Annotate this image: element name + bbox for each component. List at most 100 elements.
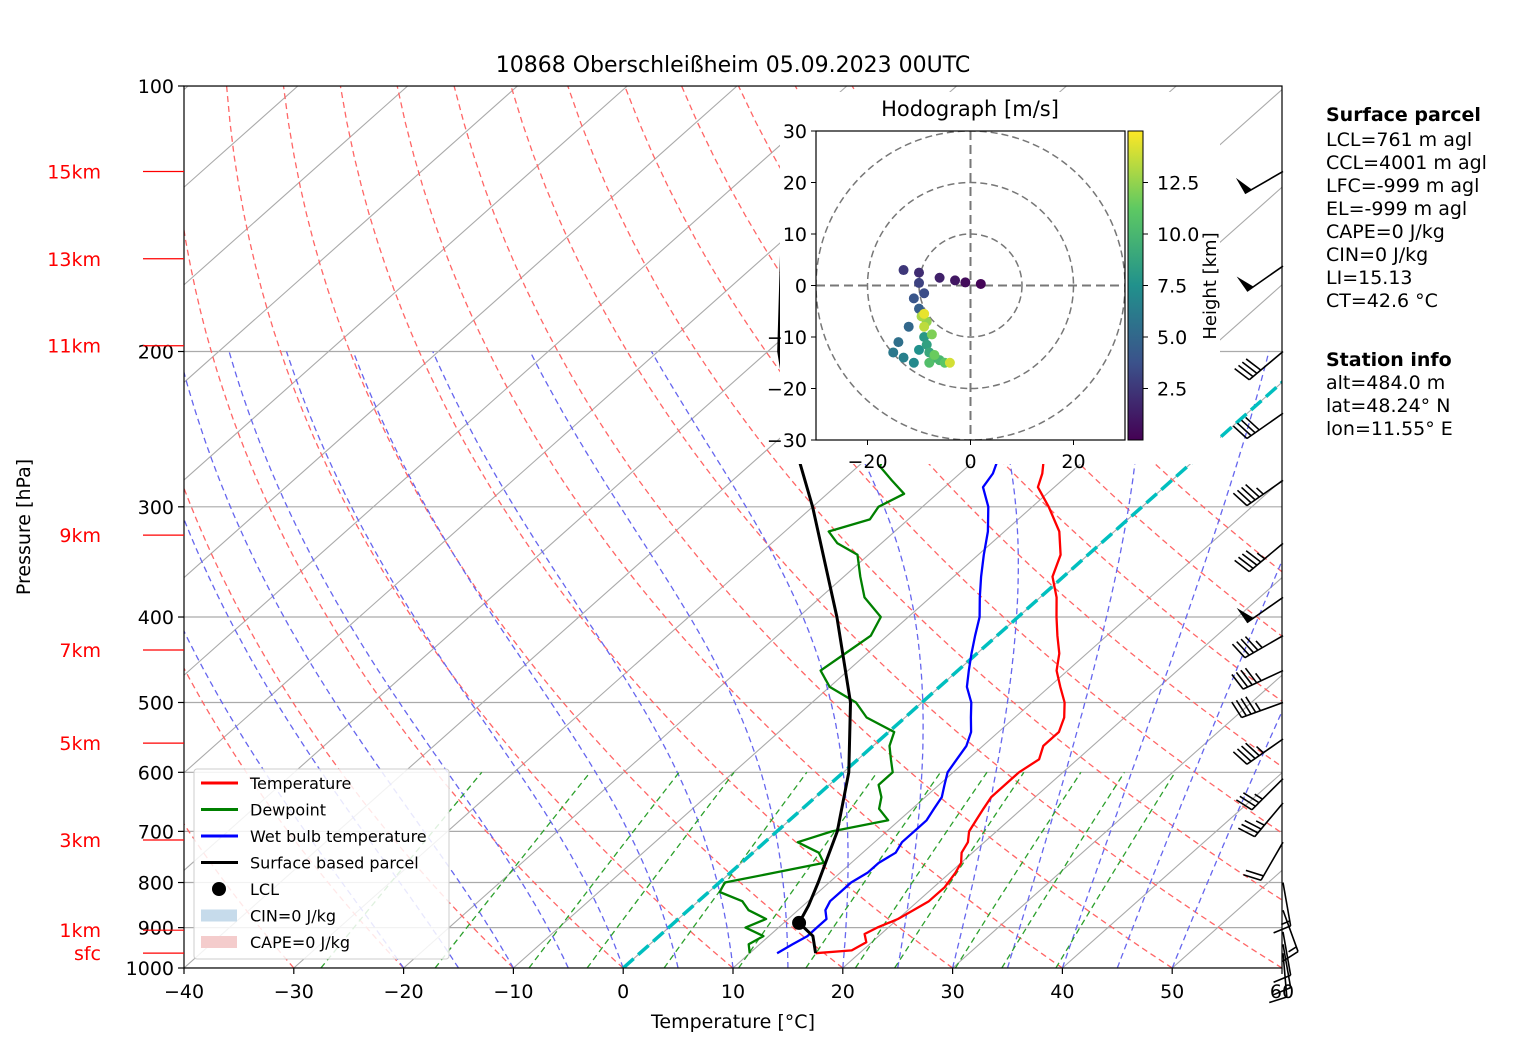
hodograph-title: Hodograph [m/s] — [881, 97, 1059, 121]
x-tick-label: 50 — [1160, 981, 1184, 1003]
legend-label: Surface based parcel — [250, 854, 419, 873]
mixing-ratio-line — [528, 771, 680, 968]
mixing-ratio-line — [586, 771, 735, 968]
mixing-ratio-line — [738, 771, 878, 968]
legend-label: Temperature — [249, 774, 351, 793]
y-tick-label: 900 — [138, 918, 174, 940]
mixing-ratio-line — [1055, 771, 1176, 968]
moist-adiabat — [352, 351, 679, 968]
hodograph-y-tick-label: 20 — [783, 173, 807, 195]
isotherm — [184, 86, 518, 384]
wind-barb — [1231, 635, 1284, 659]
dry-adiabat — [453, 86, 1173, 968]
surface-parcel-line: CIN=0 J/kg — [1326, 244, 1428, 266]
y-tick-label: 600 — [138, 762, 174, 784]
legend-label: CAPE=0 J/kg — [250, 933, 350, 952]
legend-swatch — [201, 936, 237, 948]
isotherm — [184, 86, 848, 676]
mixing-ratio-line — [854, 771, 988, 968]
moist-adiabat — [1171, 710, 1282, 968]
isotherm — [184, 86, 628, 481]
isotherm — [952, 674, 1282, 968]
colorbar-tick-label: 12.5 — [1157, 173, 1199, 195]
hodograph-point — [908, 293, 919, 304]
x-tick-label: 30 — [941, 981, 965, 1003]
dry-adiabat — [184, 486, 514, 968]
isotherm — [842, 576, 1282, 968]
x-axis-label: Temperature [°C] — [650, 1011, 815, 1033]
hodograph-x-tick-label: 20 — [1061, 451, 1085, 473]
isotherm — [403, 186, 1282, 968]
height-label: 5km — [59, 733, 101, 755]
hodograph-y-tick-label: 10 — [783, 224, 807, 246]
station-info-heading: Station info — [1326, 349, 1452, 371]
x-tick-label: 0 — [617, 981, 629, 1003]
hodograph-point — [960, 277, 971, 288]
colorbar-tick-label: 5.0 — [1157, 327, 1187, 349]
y-axis-label: Pressure [hPa] — [13, 459, 35, 595]
y-tick-label: 800 — [138, 873, 174, 895]
hodograph-point — [929, 350, 940, 361]
colorbar-tick-label: 7.5 — [1157, 276, 1187, 298]
hodograph-point — [919, 332, 930, 342]
surface-parcel-line: LCL=761 m agl — [1326, 129, 1472, 151]
x-tick-label: 20 — [831, 981, 855, 1003]
moist-adiabat — [1006, 351, 1142, 968]
station-info-line: alt=484.0 m — [1326, 372, 1445, 394]
surface-parcel-line: EL=-999 m agl — [1326, 198, 1467, 220]
wind-barb — [1243, 841, 1284, 882]
legend-label: LCL — [250, 880, 279, 899]
legend-swatch — [212, 882, 226, 896]
surface-parcel-line: CT=42.6 °C — [1326, 290, 1438, 312]
hodograph-point — [975, 278, 986, 289]
mixing-ratio-line — [894, 771, 1025, 968]
colorbar-label: Height [km] — [1200, 232, 1221, 339]
y-tick-label: 300 — [138, 497, 174, 519]
hodograph-point — [914, 277, 924, 288]
dry-adiabat — [510, 86, 1282, 968]
hodograph-point — [921, 339, 932, 350]
height-label: 1km — [59, 920, 101, 942]
hodograph-point — [950, 275, 961, 286]
dry-adiabat — [225, 86, 734, 968]
height-label: 3km — [59, 830, 101, 852]
hodograph-point — [924, 357, 935, 368]
wind-barb — [1231, 667, 1284, 690]
height-label: 15km — [47, 161, 101, 183]
surface-parcel-line: LI=15.13 — [1326, 267, 1413, 289]
legend-label: Wet bulb temperature — [250, 827, 427, 846]
mixing-ratio-line — [805, 771, 942, 968]
hodograph-point — [893, 337, 904, 348]
legend-label: Dewpoint — [250, 801, 326, 820]
hodograph-point — [898, 265, 909, 276]
y-tick-label: 200 — [138, 342, 174, 364]
moist-adiabat — [650, 351, 849, 968]
wind-barb — [1234, 350, 1284, 381]
wind-barb — [1236, 596, 1284, 624]
legend-frame — [193, 768, 450, 960]
station-info-line: lon=11.55° E — [1326, 418, 1453, 440]
legend-swatch — [201, 909, 237, 922]
moist-adiabat — [285, 351, 624, 968]
dry-adiabat — [282, 86, 844, 968]
hodograph: Hodograph [m/s] −20 0 20 30 20 10 0 −10 −20 −30 1… — [767, 92, 1221, 473]
legend-label: CIN=0 J/kg — [250, 907, 336, 926]
legend: Temperature Dewpoint Wet bulb temperature S… — [193, 768, 450, 960]
hodograph-y-tick-label: −30 — [767, 430, 807, 452]
surface-parcel-line: CAPE=0 J/kg — [1326, 221, 1445, 243]
moist-adiabat — [951, 351, 1019, 968]
hodograph-point — [944, 357, 955, 368]
wind-barb — [1237, 802, 1284, 838]
wind-barb — [1273, 931, 1292, 984]
dry-adiabat — [681, 86, 1282, 768]
hodograph-background — [780, 92, 1220, 464]
y-tick-label: 1000 — [126, 958, 174, 980]
wind-barb — [1232, 738, 1284, 765]
moist-adiabat — [1116, 559, 1282, 968]
moist-adiabat — [432, 351, 734, 968]
hodograph-point — [919, 321, 930, 332]
hodograph-point — [903, 321, 914, 332]
wind-barb — [1273, 944, 1292, 996]
